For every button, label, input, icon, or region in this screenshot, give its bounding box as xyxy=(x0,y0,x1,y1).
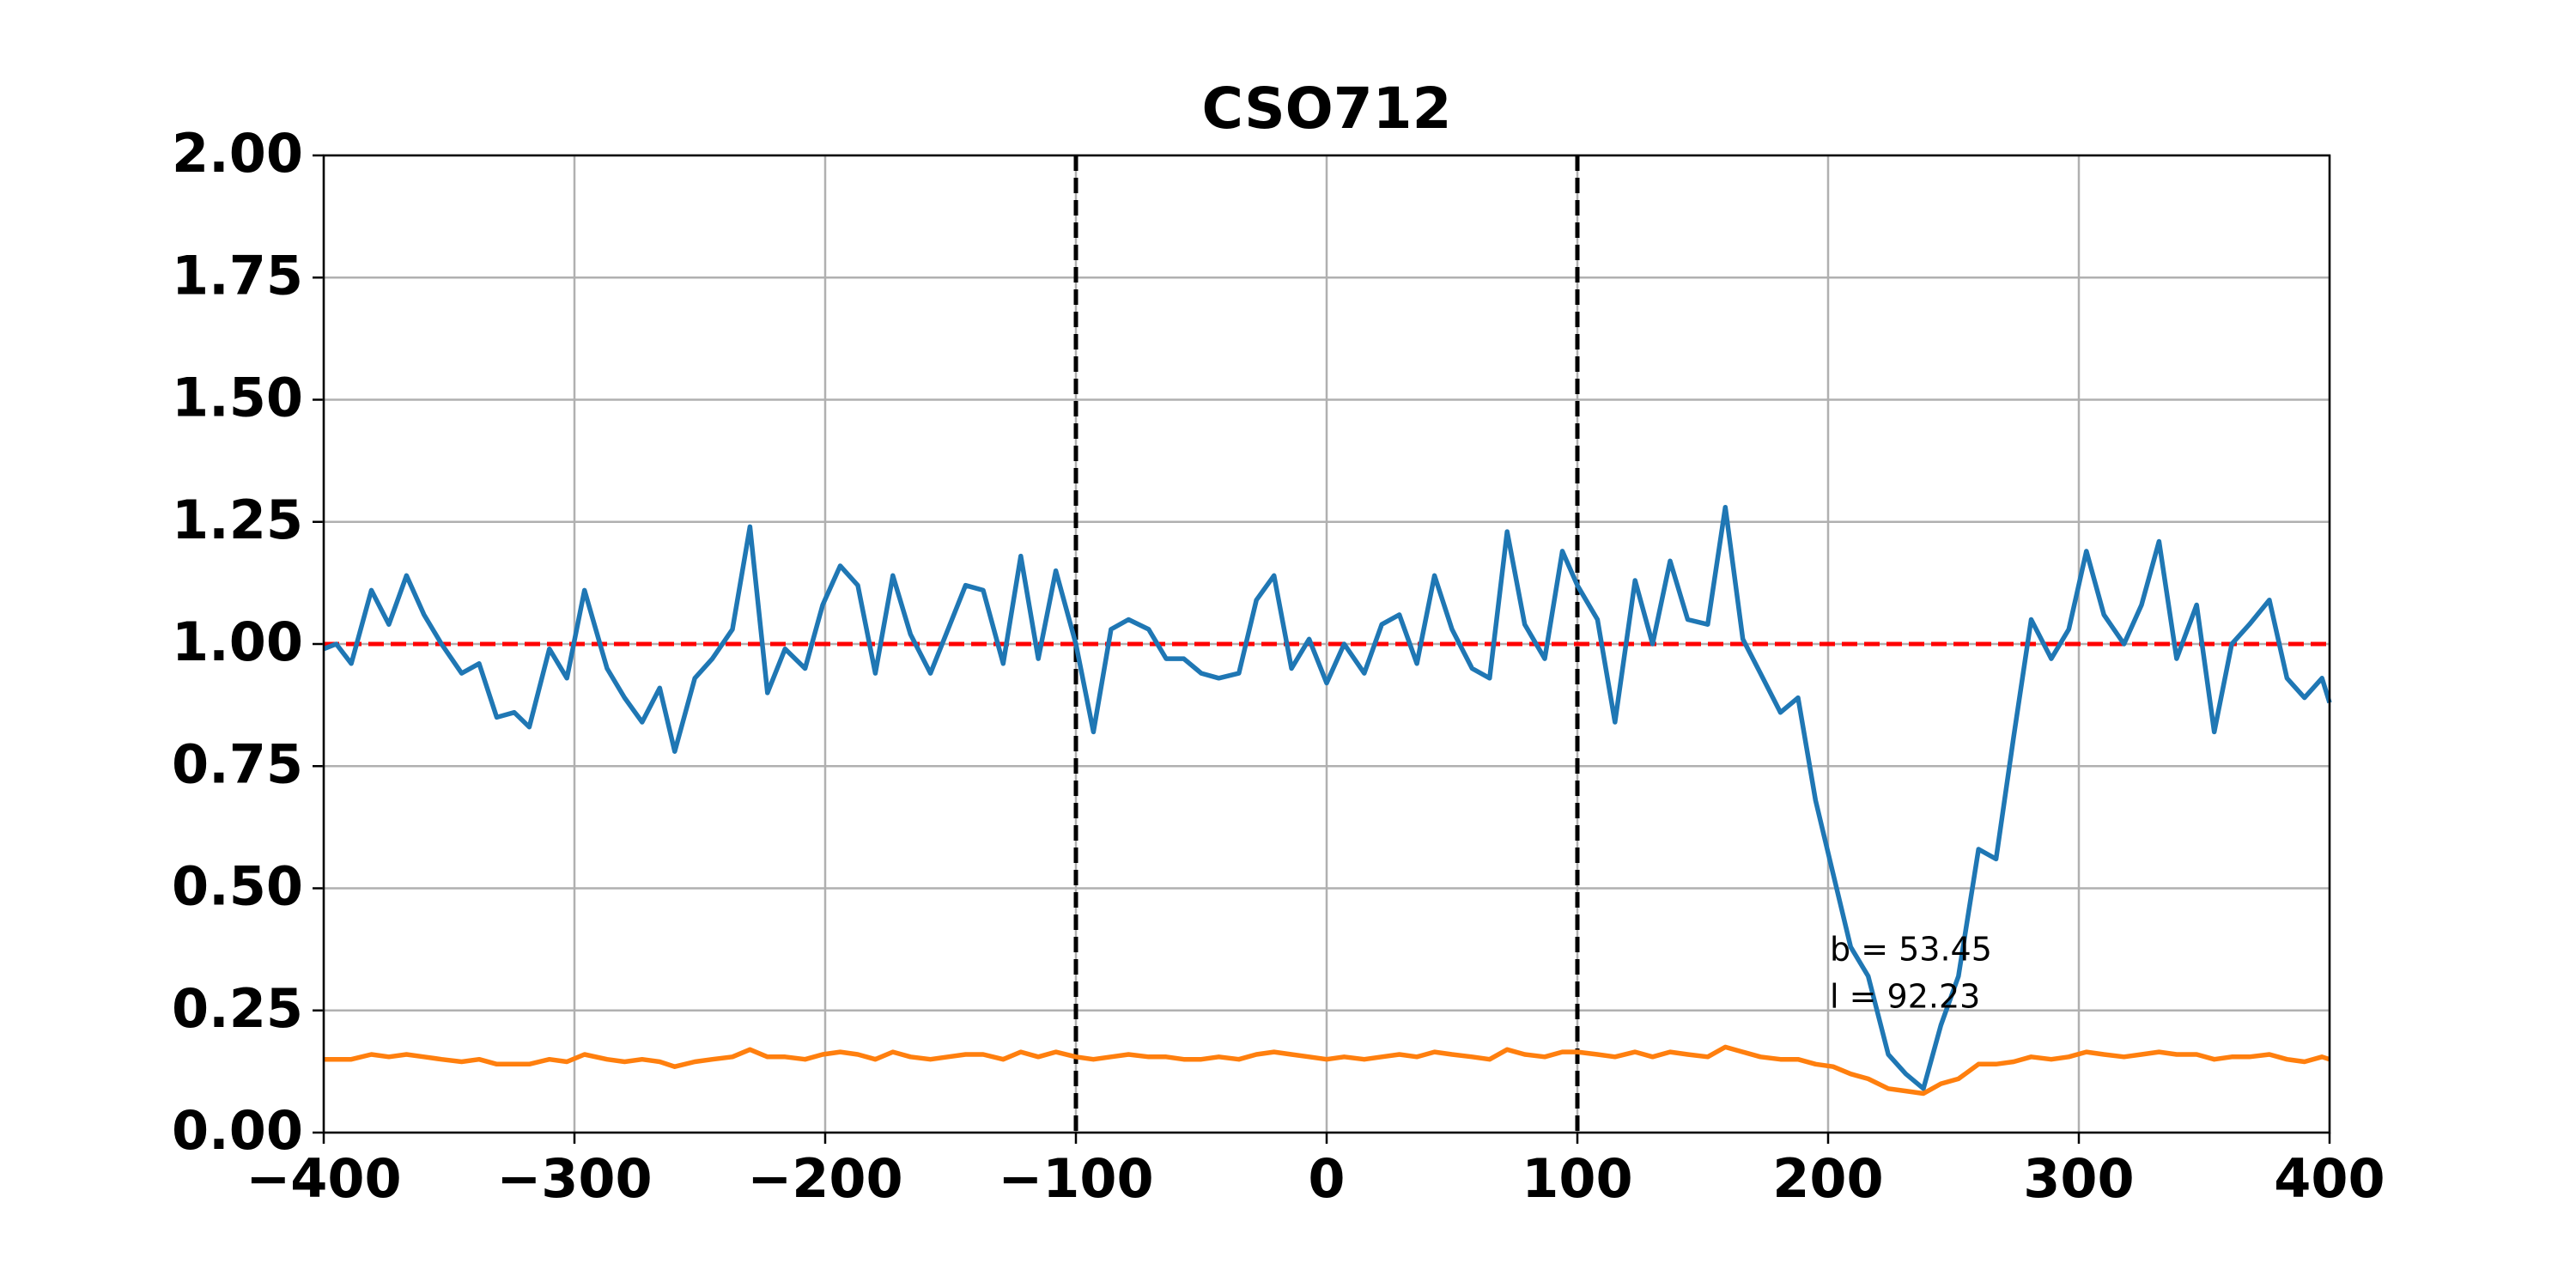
x-tick-label: −100 xyxy=(998,1147,1153,1210)
y-tick-label: 0.50 xyxy=(172,855,303,918)
plot-frame xyxy=(322,154,2331,1134)
x-tick-label: 0 xyxy=(1308,1147,1345,1210)
chart-title: CSO712 xyxy=(1201,76,1451,142)
y-tick-label: 1.50 xyxy=(172,367,303,429)
annotation: l = 92.23 xyxy=(1830,978,1980,1016)
annotation: b = 53.45 xyxy=(1830,931,1992,969)
data-line xyxy=(324,1044,2330,1097)
y-tick-label: 0.25 xyxy=(172,977,303,1040)
y-tick-label: 0.75 xyxy=(172,732,303,795)
x-tick-label: 100 xyxy=(1522,1147,1632,1210)
x-tick-label: −200 xyxy=(747,1147,902,1210)
x-tick-label: 200 xyxy=(1772,1147,1883,1210)
x-tick-label: 400 xyxy=(2274,1147,2385,1210)
data-line xyxy=(322,504,2332,1091)
x-tick-label: 300 xyxy=(2023,1147,2134,1210)
x-tick-label: −400 xyxy=(246,1147,401,1210)
y-tick-label: 1.75 xyxy=(172,244,303,307)
y-tick-label: 0.00 xyxy=(172,1099,303,1162)
y-tick-label: 2.00 xyxy=(172,122,303,185)
y-tick-label: 1.00 xyxy=(172,611,303,673)
y-tick-label: 1.25 xyxy=(172,489,303,551)
x-tick-label: −300 xyxy=(496,1147,652,1210)
